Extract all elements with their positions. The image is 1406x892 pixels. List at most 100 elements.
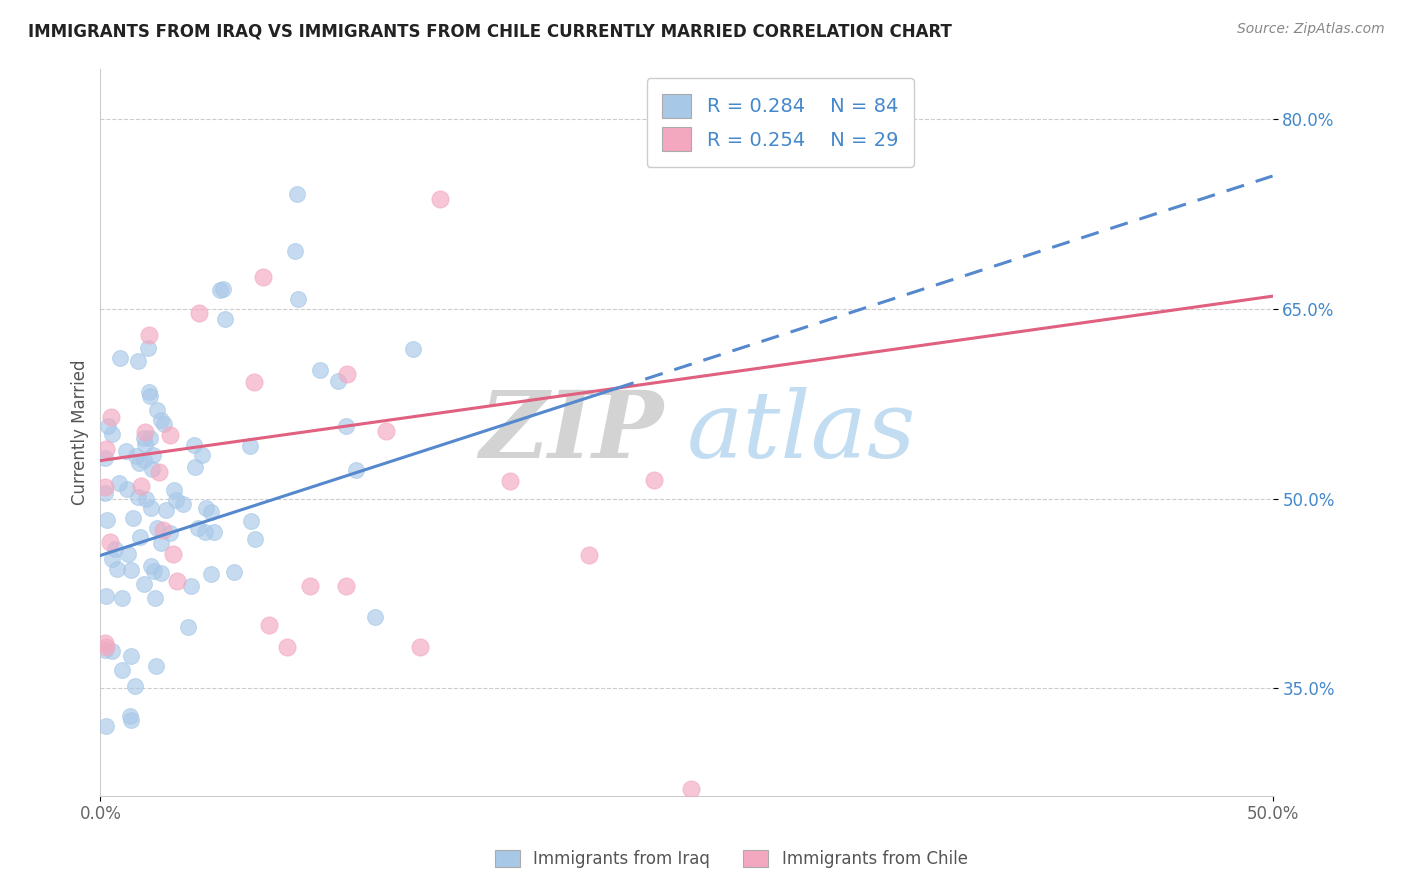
Point	[162, 547, 184, 561]
Point	[101, 427, 124, 442]
Point	[141, 559, 163, 574]
Point	[120, 563, 142, 577]
Point	[127, 354, 149, 368]
Point	[134, 453, 156, 467]
Point	[139, 501, 162, 516]
Point	[679, 782, 702, 797]
Point	[120, 713, 142, 727]
Point	[166, 574, 188, 588]
Point	[138, 431, 160, 445]
Point	[408, 640, 430, 655]
Point	[94, 480, 117, 494]
Point	[94, 485, 117, 500]
Point	[190, 449, 212, 463]
Point	[129, 479, 152, 493]
Point	[643, 473, 665, 487]
Point	[115, 443, 138, 458]
Point	[243, 375, 266, 389]
Point	[159, 525, 181, 540]
Point	[111, 591, 134, 605]
Point	[165, 493, 187, 508]
Point	[200, 504, 222, 518]
Point	[309, 363, 332, 377]
Point	[132, 577, 155, 591]
Point	[364, 610, 387, 624]
Point	[402, 343, 425, 357]
Point	[94, 643, 117, 657]
Point	[152, 523, 174, 537]
Point	[135, 491, 157, 506]
Point	[578, 548, 600, 562]
Point	[194, 524, 217, 539]
Point	[96, 719, 118, 733]
Y-axis label: Currently Married: Currently Married	[72, 359, 89, 505]
Point	[200, 567, 222, 582]
Point	[211, 282, 233, 296]
Point	[183, 438, 205, 452]
Point	[172, 497, 194, 511]
Point	[336, 367, 359, 381]
Point	[138, 385, 160, 400]
Point	[243, 532, 266, 546]
Point	[143, 591, 166, 606]
Point	[101, 644, 124, 658]
Point	[94, 590, 117, 604]
Point	[136, 341, 159, 355]
Point	[284, 244, 307, 259]
Point	[101, 552, 124, 566]
Point	[125, 449, 148, 463]
Point	[180, 579, 202, 593]
Point	[128, 530, 150, 544]
Point	[115, 482, 138, 496]
Point	[94, 635, 117, 649]
Point	[150, 566, 173, 580]
Point	[117, 547, 139, 561]
Point	[139, 389, 162, 403]
Point	[239, 439, 262, 453]
Point	[100, 410, 122, 425]
Point	[142, 565, 165, 579]
Text: Source: ZipAtlas.com: Source: ZipAtlas.com	[1237, 22, 1385, 37]
Point	[96, 512, 118, 526]
Point	[94, 640, 117, 654]
Point	[128, 456, 150, 470]
Point	[148, 465, 170, 479]
Point	[124, 679, 146, 693]
Point	[146, 403, 169, 417]
Point	[194, 500, 217, 515]
Point	[209, 283, 232, 297]
Point	[96, 442, 118, 456]
Point	[335, 579, 357, 593]
Point	[183, 459, 205, 474]
Point	[97, 418, 120, 433]
Point	[159, 427, 181, 442]
Point	[214, 311, 236, 326]
Point	[240, 514, 263, 528]
Point	[120, 648, 142, 663]
Point	[177, 620, 200, 634]
Point	[222, 565, 245, 579]
Point	[202, 524, 225, 539]
Point	[287, 292, 309, 306]
Point	[328, 374, 350, 388]
Point	[134, 436, 156, 450]
Point	[285, 187, 308, 202]
Point	[252, 270, 274, 285]
Point	[134, 430, 156, 444]
Point	[150, 536, 173, 550]
Point	[150, 413, 173, 427]
Text: IMMIGRANTS FROM IRAQ VS IMMIGRANTS FROM CHILE CURRENTLY MARRIED CORRELATION CHAR: IMMIGRANTS FROM IRAQ VS IMMIGRANTS FROM …	[28, 22, 952, 40]
Point	[374, 424, 396, 438]
Point	[344, 463, 367, 477]
Point	[299, 579, 322, 593]
Point	[94, 451, 117, 466]
Point	[163, 483, 186, 497]
Point	[155, 502, 177, 516]
Point	[98, 535, 121, 549]
Point	[429, 193, 451, 207]
Point	[104, 541, 127, 556]
Legend: Immigrants from Iraq, Immigrants from Chile: Immigrants from Iraq, Immigrants from Ch…	[488, 843, 974, 875]
Point	[118, 709, 141, 723]
Point	[499, 474, 522, 488]
Point	[153, 417, 176, 431]
